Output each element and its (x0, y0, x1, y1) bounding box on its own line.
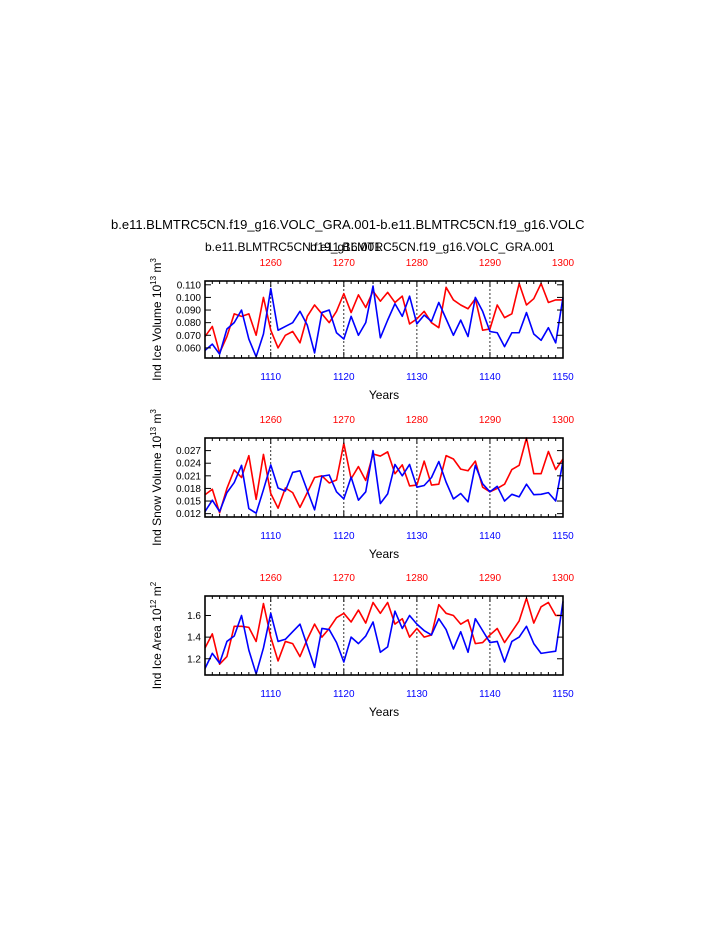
x-axis-title: Years (369, 388, 399, 402)
top-tick-label: 1270 (333, 258, 356, 269)
y-tick-label: 1.6 (187, 611, 201, 622)
top-tick-label: 1270 (333, 573, 356, 584)
subtitle-blue: b.e11.BLMTRC5CN.f19_g16.VOLC_GRA.001 (310, 240, 555, 254)
top-tick-label: 1280 (406, 573, 429, 584)
top-tick-label: 1300 (552, 415, 575, 426)
plot-frame (204, 437, 564, 518)
x-tick-label: 1130 (406, 689, 428, 700)
y-axis-title: Ind Ice Area 1012 m2 (149, 581, 164, 689)
series-line-blue (204, 601, 564, 675)
x-axis-title: Years (369, 705, 399, 719)
x-tick-label: 1150 (552, 689, 574, 700)
page-title: b.e11.BLMTRC5CN.f19_g16.VOLC_GRA.001-b.e… (111, 217, 585, 232)
top-tick-label: 1270 (333, 415, 356, 426)
x-tick-label: 1140 (479, 372, 501, 383)
y-tick-label: 0.110 (177, 280, 202, 291)
y-tick-label: 1.4 (187, 633, 201, 644)
x-axis-title: Years (369, 547, 399, 561)
x-tick-label: 1140 (479, 531, 501, 542)
y-tick-label: 0.021 (176, 471, 201, 482)
top-tick-label: 1260 (260, 415, 283, 426)
series-line-red (204, 282, 563, 354)
y-tick-label: 0.024 (176, 459, 201, 470)
x-tick-label: 1110 (260, 531, 281, 542)
y-tick-label: 0.090 (176, 306, 201, 317)
top-tick-label: 1290 (479, 258, 502, 269)
y-tick-label: 1.2 (187, 654, 201, 665)
plot-frame (204, 595, 564, 676)
plot-frame (204, 280, 564, 359)
top-tick-label: 1300 (552, 573, 575, 584)
x-tick-label: 1120 (333, 531, 355, 542)
y-tick-label: 0.015 (176, 497, 201, 508)
x-tick-label: 1150 (552, 531, 574, 542)
y-tick-label: 0.060 (176, 343, 201, 354)
y-tick-label: 0.070 (176, 331, 201, 342)
x-tick-label: 1120 (333, 689, 355, 700)
y-axis-title: Ind Ice Volume 1013 m3 (149, 258, 164, 381)
x-tick-label: 1110 (260, 372, 281, 383)
top-tick-label: 1260 (260, 573, 283, 584)
top-tick-label: 1290 (479, 573, 502, 584)
y-tick-label: 0.080 (176, 318, 201, 329)
y-tick-label: 0.018 (176, 484, 201, 495)
top-tick-label: 1280 (406, 415, 429, 426)
y-tick-label: 0.012 (176, 509, 201, 520)
series-line-blue (204, 285, 564, 358)
chart-panel-3: 1110 1120 1130 1140 1150 1260 1270 1280 1290 1300… (149, 573, 575, 719)
top-tick-label: 1290 (479, 415, 502, 426)
series-line-red (204, 597, 563, 665)
y-tick-label: 0.100 (176, 293, 201, 304)
top-tick-label: 1300 (552, 258, 575, 269)
x-tick-label: 1130 (406, 372, 428, 383)
x-tick-label: 1110 (260, 689, 281, 700)
top-tick-label: 1280 (406, 258, 429, 269)
x-tick-label: 1120 (333, 372, 355, 383)
chart-panel-1: 1110 1120 1130 1140 1150 1260 1270 1280 1290 1300… (149, 258, 575, 402)
series-line-red (204, 437, 564, 514)
subtitle-red: b.e11.BLMTRC5CN.f19_g16.001 (205, 240, 381, 254)
y-axis-title: Ind Snow Volume 1013 m3 (149, 409, 164, 546)
x-tick-label: 1130 (406, 531, 428, 542)
x-tick-label: 1140 (479, 689, 501, 700)
series-line-blue (204, 449, 564, 515)
chart-panel-2: 1110 1120 1130 1140 1150 1260 1270 1280 1290 1300… (149, 409, 575, 561)
top-tick-label: 1260 (260, 258, 283, 269)
y-tick-label: 0.027 (176, 446, 201, 457)
x-tick-label: 1150 (552, 372, 574, 383)
